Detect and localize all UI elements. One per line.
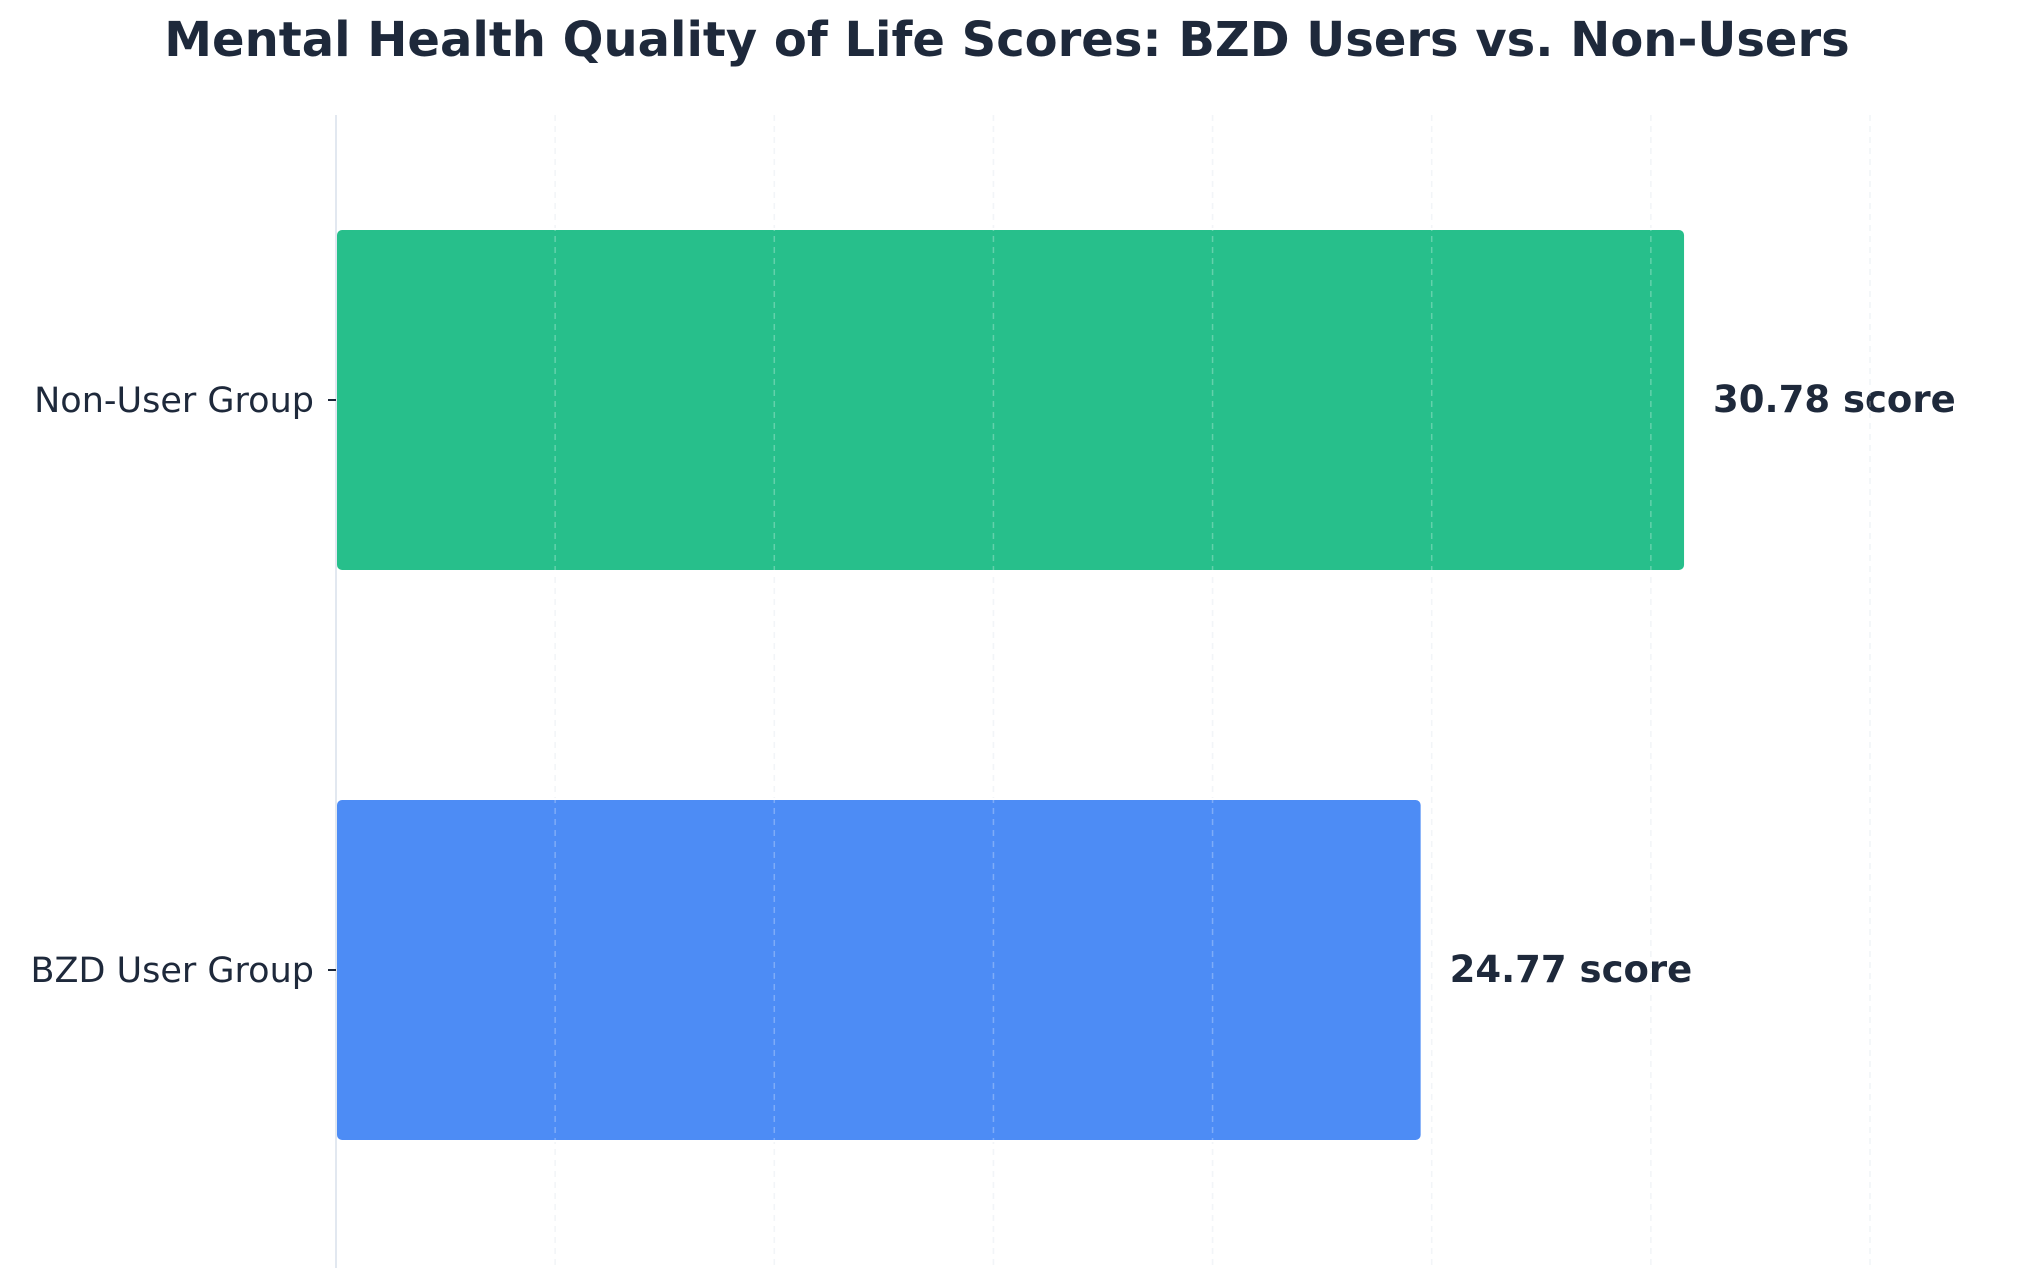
- bar: [335, 228, 1687, 572]
- value-label: 30.78 score: [1713, 378, 1956, 421]
- bar: [335, 798, 1423, 1142]
- category-label: Non-User Group: [34, 381, 314, 421]
- grid-lines-overlay: [554, 115, 1871, 1268]
- category-labels: Non-User Group BZD User Group: [30, 381, 336, 991]
- value-label: 24.77 score: [1450, 948, 1693, 991]
- chart-title: Mental Health Quality of Life Scores: BZ…: [164, 12, 1849, 68]
- bars: [335, 228, 1687, 1142]
- value-labels: 30.78 score 24.77 score: [1450, 378, 1956, 991]
- category-label: BZD User Group: [30, 951, 314, 991]
